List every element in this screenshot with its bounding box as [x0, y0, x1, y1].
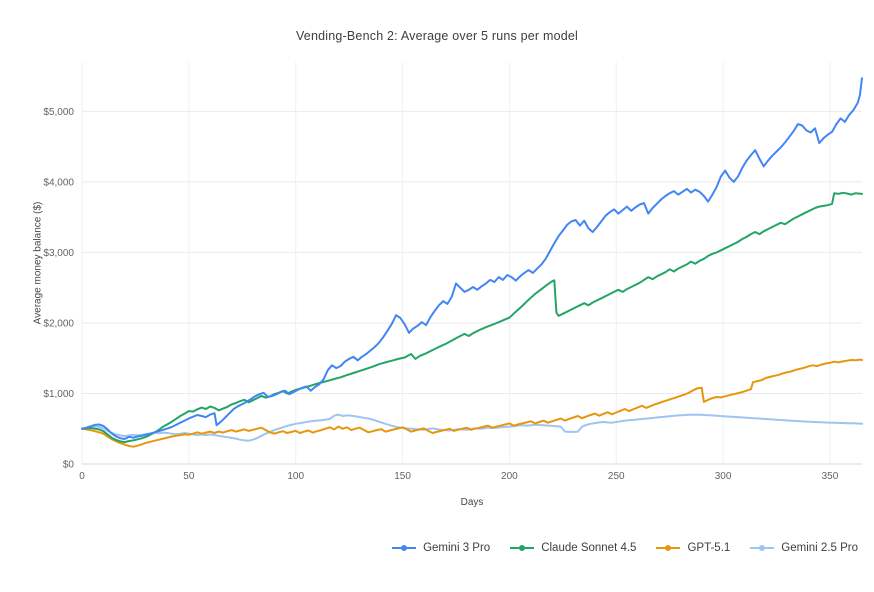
legend-label: Claude Sonnet 4.5 — [541, 542, 637, 554]
y-axis-label: Average money balance ($) — [32, 201, 44, 325]
legend: Gemini 3 Pro Claude Sonnet 4.5 GPT-5.1 Gemi… — [0, 542, 858, 554]
legend-label: GPT-5.1 — [687, 542, 731, 554]
legend-item-gemini-2-5-pro: Gemini 2.5 Pro — [749, 542, 858, 554]
legend-marker-icon — [510, 545, 535, 551]
y-tick-label: $1,000 — [43, 389, 74, 400]
legend-marker-icon — [656, 545, 681, 551]
legend-item-gpt-5-1: GPT-5.1 — [655, 542, 730, 554]
legend-marker-icon — [750, 545, 775, 551]
y-tick-label: $3,000 — [43, 248, 74, 259]
y-tick-label: $0 — [63, 460, 75, 471]
series-line-gpt-5-1 — [81, 358, 863, 448]
y-tick-label: $2,000 — [43, 318, 74, 329]
legend-item-gemini-3-pro: Gemini 3 Pro — [391, 542, 490, 554]
x-tick-label: 100 — [287, 471, 304, 482]
x-axis-label: Days — [460, 497, 484, 508]
chart-title: Vending-Bench 2: Average over 5 runs per… — [295, 29, 579, 43]
legend-marker-icon — [392, 545, 417, 551]
legend-label: Gemini 3 Pro — [423, 542, 491, 554]
series-line-gemini-2-5-pro — [81, 413, 863, 442]
x-tick-label: 0 — [79, 471, 85, 482]
legend-item-claude-sonnet-4-5: Claude Sonnet 4.5 — [509, 542, 636, 554]
x-tick-label: 250 — [608, 471, 625, 482]
x-tick-label: 200 — [501, 471, 518, 482]
x-tick-label: 300 — [715, 471, 732, 482]
legend-label: Gemini 2.5 Pro — [781, 542, 858, 554]
y-tick-label: $5,000 — [43, 107, 74, 118]
x-tick-label: 50 — [183, 471, 195, 482]
x-tick-label: 350 — [822, 471, 839, 482]
series-line-claude-sonnet-4-5 — [81, 191, 863, 444]
series-line-gemini-3-pro — [81, 77, 863, 440]
y-tick-label: $4,000 — [43, 177, 74, 188]
line-chart: $0 $1,000 $2,000 $3,000 $4,000 $5,000 0 50 100 15… — [43, 62, 863, 482]
x-tick-label: 150 — [394, 471, 411, 482]
